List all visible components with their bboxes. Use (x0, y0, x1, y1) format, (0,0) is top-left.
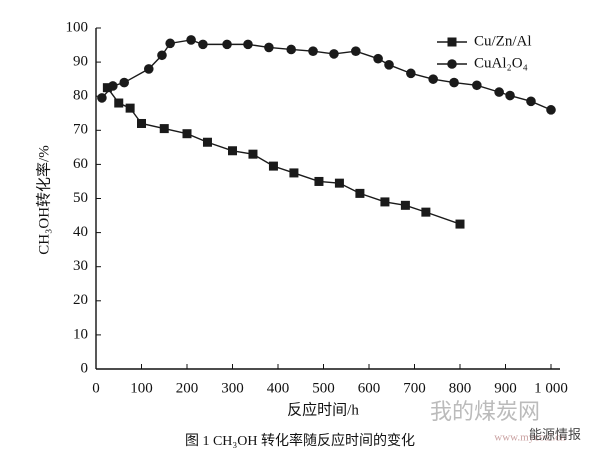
marker (334, 178, 344, 188)
x-tick-label: 1 000 (534, 380, 568, 396)
marker (157, 50, 167, 61)
marker (137, 118, 146, 128)
y-tick-label: 20 (73, 292, 88, 308)
y-tick-label: 80 (73, 88, 88, 104)
x-tick-label: 800 (449, 380, 472, 396)
marker (351, 46, 361, 56)
marker (97, 93, 107, 103)
marker (286, 44, 296, 55)
marker (159, 124, 169, 134)
marker (248, 149, 258, 159)
y-tick-label: 0 (81, 360, 89, 376)
marker (108, 81, 118, 91)
marker (119, 77, 130, 88)
x-tick-label: 700 (403, 380, 426, 396)
marker (329, 49, 339, 59)
y-tick-label: 100 (66, 19, 89, 35)
marker (264, 42, 274, 53)
marker (289, 168, 299, 178)
y-tick-label: 50 (73, 190, 88, 206)
marker (222, 39, 232, 50)
x-axis-label: 反应时间/h (287, 400, 359, 418)
marker (546, 105, 556, 115)
marker (198, 39, 208, 50)
marker (102, 83, 112, 93)
marker (526, 96, 536, 107)
legend-marker (447, 59, 457, 69)
marker (505, 90, 515, 101)
marker (380, 197, 390, 207)
series-line (101, 39, 552, 111)
x-tick-label: 100 (130, 380, 153, 396)
x-tick-label: 0 (92, 380, 100, 396)
marker (268, 161, 278, 171)
marker (143, 64, 154, 74)
marker (400, 200, 410, 210)
watermark: 我的煤炭网 (430, 399, 540, 424)
y-tick-label: 30 (73, 258, 88, 274)
x-tick-label: 600 (358, 380, 381, 396)
marker (449, 77, 459, 88)
marker (494, 87, 504, 97)
x-tick-label: 400 (267, 380, 290, 396)
marker (182, 129, 192, 139)
marker (125, 103, 135, 113)
x-tick-label: 500 (312, 380, 335, 396)
marker (165, 38, 175, 49)
y-tick-label: 40 (73, 224, 88, 240)
marker (186, 35, 196, 45)
watermark: 能源情报 (529, 427, 581, 442)
marker (406, 68, 416, 79)
legend-marker (447, 37, 457, 47)
x-tick-label: 300 (221, 380, 244, 396)
x-tick-label: 200 (176, 380, 199, 396)
marker (202, 137, 212, 147)
y-tick-label: 10 (73, 326, 88, 342)
x-tick-label: 900 (494, 380, 517, 396)
y-tick-label: 70 (73, 122, 88, 138)
caption: 图 1 CH₃OH 转化率随反应时间的变化 (185, 432, 415, 449)
marker (421, 207, 431, 217)
marker (314, 176, 324, 186)
marker (428, 74, 438, 84)
y-tick-label: 90 (73, 54, 88, 70)
marker (373, 53, 383, 64)
watermark: www.mycoal.cn (494, 432, 566, 444)
marker (228, 146, 237, 156)
y-axis-label: CH₃OH转化率/% (35, 145, 52, 254)
marker (114, 98, 124, 108)
marker (472, 80, 482, 91)
marker (384, 60, 394, 70)
legend-label: CuAl₂O₄ (474, 55, 528, 71)
y-tick-label: 60 (73, 156, 88, 172)
marker (243, 39, 253, 50)
marker (455, 219, 465, 229)
marker (308, 46, 318, 56)
marker (355, 188, 365, 198)
legend-label: Cu/Zn/Al (474, 33, 532, 49)
